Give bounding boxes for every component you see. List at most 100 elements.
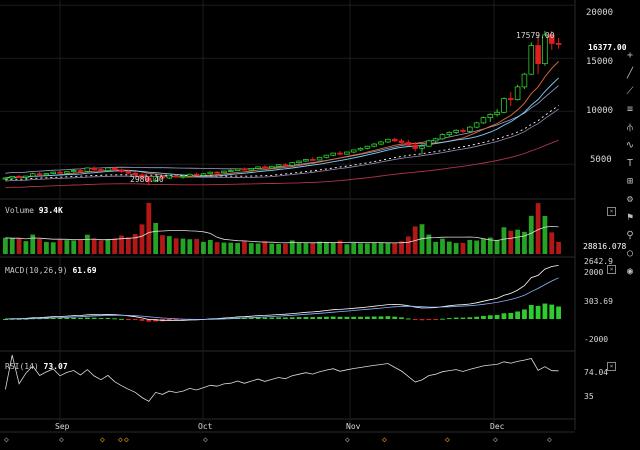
volume-bar bbox=[248, 243, 254, 254]
volume-last-value: 28816.078 bbox=[583, 242, 627, 251]
volume-bar bbox=[351, 243, 357, 254]
event-marker[interactable]: ◇ bbox=[345, 435, 350, 444]
volume-bar bbox=[153, 222, 159, 254]
candle-body bbox=[337, 152, 343, 155]
candle-body bbox=[316, 156, 323, 161]
eye-icon[interactable]: ◉ bbox=[626, 265, 634, 277]
crosshair-icon[interactable]: + bbox=[626, 49, 634, 61]
macd-histogram-bar bbox=[453, 317, 459, 319]
price-tick-20000: 20000 bbox=[586, 8, 614, 18]
macd-histogram-bar bbox=[78, 317, 83, 319]
macd-histogram-bar bbox=[283, 317, 288, 319]
macd-histogram-bar bbox=[84, 317, 90, 319]
candle-body bbox=[9, 175, 16, 179]
event-marker[interactable]: ◇ bbox=[124, 435, 129, 444]
volume-bar bbox=[399, 241, 404, 254]
macd-histogram-bar bbox=[433, 319, 439, 320]
volume-bar bbox=[50, 242, 56, 254]
candle-body bbox=[57, 171, 63, 174]
candle-body bbox=[43, 173, 50, 176]
candle-body bbox=[166, 175, 173, 179]
candle-body bbox=[118, 169, 125, 173]
volume-bar bbox=[160, 235, 165, 254]
macd-histogram-bar bbox=[446, 318, 452, 320]
volume-bar bbox=[125, 237, 131, 254]
candle-body bbox=[439, 134, 446, 140]
macd-histogram-bar bbox=[16, 318, 22, 320]
volume-bar bbox=[310, 242, 316, 254]
macd-histogram-bar bbox=[324, 316, 329, 319]
time-tick-sep: Sep bbox=[55, 422, 70, 431]
candle-body bbox=[125, 171, 132, 174]
settings-icon[interactable]: ⚙ bbox=[626, 193, 634, 205]
macd-histogram-bar bbox=[50, 317, 56, 319]
macd-histogram-bar bbox=[501, 313, 507, 319]
volume-bar bbox=[392, 242, 398, 254]
text-tool-icon[interactable]: T bbox=[626, 157, 634, 169]
candle-body bbox=[487, 114, 494, 119]
price-tick-5000: 5000 bbox=[590, 155, 612, 165]
macd-histogram-bar bbox=[255, 317, 261, 319]
volume-bar bbox=[71, 240, 77, 254]
event-marker[interactable]: ◇ bbox=[382, 435, 387, 444]
macd-label: MACD(10,26,9) 61.69 bbox=[5, 266, 97, 275]
candle-body bbox=[391, 138, 398, 142]
volume-close-icon[interactable]: × bbox=[607, 207, 616, 216]
candle-body bbox=[187, 173, 193, 177]
volume-bar bbox=[221, 242, 227, 254]
drawing-toolbar: + ╱ ⟋ ≡ ⫛ ∿ T ⊞ ⚙ ⚑ ⚲ ○ ◉ bbox=[620, 46, 640, 280]
candle-body bbox=[501, 98, 507, 113]
event-marker[interactable]: ◇ bbox=[445, 435, 450, 444]
candle-body bbox=[357, 147, 364, 151]
volume-bar bbox=[419, 224, 425, 254]
macd-histogram-bar bbox=[542, 303, 548, 319]
candle-body bbox=[105, 167, 111, 171]
zoom-icon[interactable]: ⚲ bbox=[626, 229, 634, 241]
volume-bar bbox=[405, 236, 411, 254]
event-marker[interactable]: ◇ bbox=[59, 435, 64, 444]
brush-icon[interactable]: ∿ bbox=[625, 139, 635, 151]
candle-body bbox=[480, 117, 487, 124]
event-marker[interactable]: ◇ bbox=[118, 435, 123, 444]
candle-body bbox=[555, 43, 562, 45]
event-marker[interactable]: ◇ bbox=[4, 435, 9, 444]
macd-line bbox=[5, 265, 559, 321]
event-marker[interactable]: ◇ bbox=[203, 435, 208, 444]
candle-body bbox=[405, 142, 412, 146]
macd-histogram-bar bbox=[515, 311, 520, 319]
event-marker[interactable]: ◇ bbox=[493, 435, 498, 444]
fib-tool-icon[interactable]: ≡ bbox=[626, 103, 634, 115]
volume-bar bbox=[57, 239, 63, 254]
macd-histogram-bar bbox=[467, 317, 473, 319]
volume-bar bbox=[30, 234, 36, 254]
circle-icon[interactable]: ○ bbox=[626, 247, 634, 259]
macd-histogram-bar bbox=[460, 317, 466, 319]
candle-body bbox=[193, 173, 200, 176]
candle-body bbox=[535, 45, 541, 64]
rsi-close-icon[interactable]: × bbox=[607, 362, 616, 371]
upper-band-line bbox=[5, 85, 559, 174]
flag-icon[interactable]: ⚑ bbox=[626, 211, 634, 223]
event-marker[interactable]: ◇ bbox=[547, 435, 552, 444]
candle-body bbox=[234, 168, 241, 171]
volume-bar bbox=[187, 239, 193, 254]
candle-body bbox=[467, 126, 473, 132]
candle-body bbox=[214, 171, 220, 174]
event-marker[interactable]: ◇ bbox=[100, 435, 105, 444]
measure-icon[interactable]: ⊞ bbox=[626, 175, 634, 187]
macd-histogram-bar bbox=[112, 318, 118, 320]
line-tool-icon[interactable]: ╱ bbox=[626, 67, 634, 79]
volume-bar bbox=[364, 243, 370, 254]
ray-tool-icon[interactable]: ⟋ bbox=[626, 85, 634, 97]
macd-close-icon[interactable]: × bbox=[607, 265, 616, 274]
pitchfork-icon[interactable]: ⫛ bbox=[627, 121, 633, 133]
volume-bar bbox=[535, 203, 541, 254]
rsi-line bbox=[5, 355, 559, 402]
volume-bar bbox=[515, 229, 520, 254]
macd-histogram-bar bbox=[494, 315, 500, 319]
candle-body bbox=[398, 140, 405, 143]
macd-histogram-bar bbox=[296, 317, 302, 319]
candle-body bbox=[275, 164, 282, 167]
candle-body bbox=[364, 145, 371, 149]
